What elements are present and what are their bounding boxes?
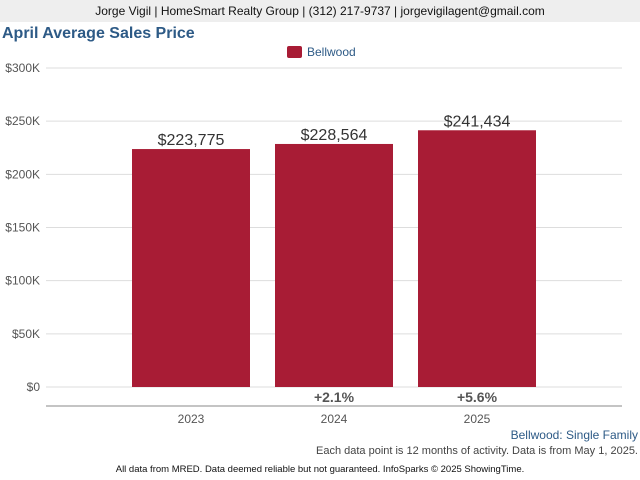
bar-value-label: $223,775 <box>158 132 225 149</box>
x-tick-label: 2024 <box>321 412 348 425</box>
bar <box>275 143 393 387</box>
footer-disclaimer: All data from MRED. Data deemed reliable… <box>115 464 525 475</box>
y-tick-label: $300K <box>5 61 40 75</box>
legend-label-bellwood: Bellwood <box>307 45 356 59</box>
bar <box>418 130 536 387</box>
change-label: +5.6% <box>457 389 498 405</box>
x-tick-label: 2025 <box>464 412 491 425</box>
change-label: +2.1% <box>314 389 355 405</box>
y-tick-label: $0 <box>27 380 41 394</box>
y-tick-label: $250K <box>5 114 40 128</box>
y-tick-label: $50K <box>12 327 40 341</box>
bar-value-label: $241,434 <box>444 113 511 130</box>
data-note: Each data point is 12 months of activity… <box>315 445 638 457</box>
y-tick-label: $100K <box>5 274 40 288</box>
bar-chart: $0 $50K $100K $150K $200K $250K $300K $223,775 2… <box>5 61 622 425</box>
bar <box>132 149 250 387</box>
subject-label: Bellwood: Single Family <box>510 428 638 442</box>
y-tick-label: $200K <box>5 167 40 181</box>
y-tick-label: $150K <box>5 221 40 235</box>
agent-contact-bar: Jorge Vigil | HomeSmart Realty Group | (… <box>0 0 640 22</box>
agent-contact-text: Jorge Vigil | HomeSmart Realty Group | (… <box>95 4 545 18</box>
chart-legend[interactable]: Bellwood <box>287 45 356 59</box>
chart-title: April Average Sales Price <box>2 25 195 42</box>
legend-swatch-bellwood <box>287 46 302 58</box>
bar-value-label: $228,564 <box>301 127 368 144</box>
x-tick-label: 2023 <box>178 412 205 425</box>
